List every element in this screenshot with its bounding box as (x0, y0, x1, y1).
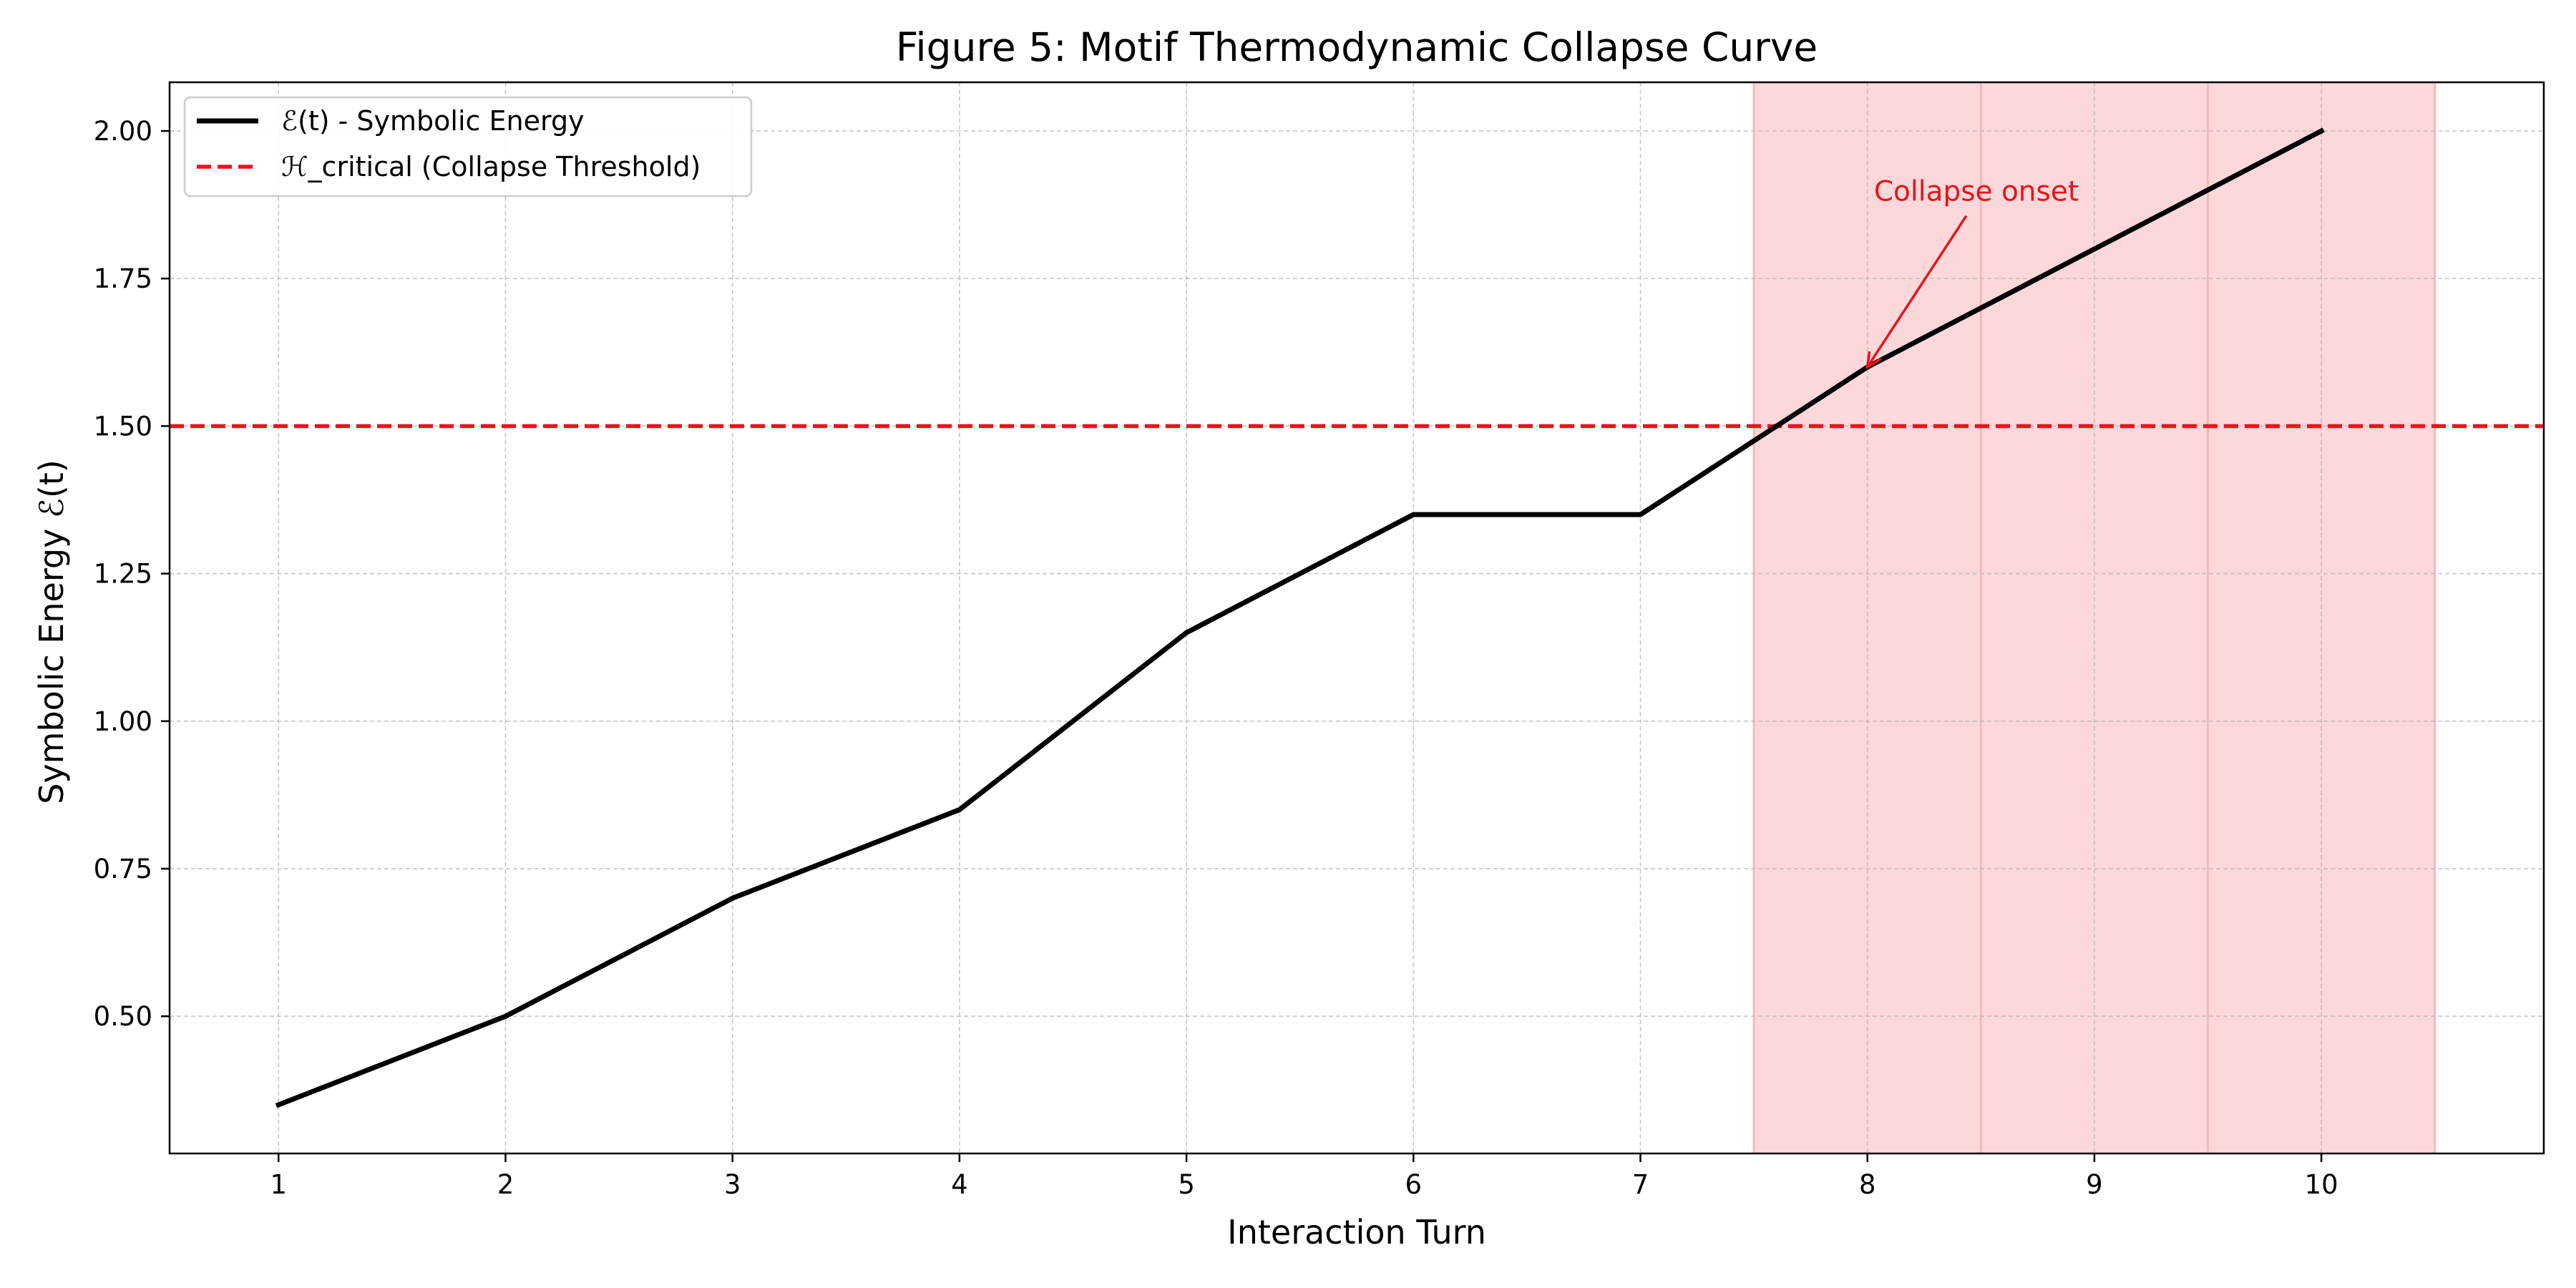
data-point-10 (2318, 128, 2324, 134)
legend-box (183, 96, 753, 197)
x-axis-title: Interaction Turn (1227, 1213, 1486, 1252)
legend-label-symbolic-energy: ℰ(t) - Symbolic Energy (281, 105, 585, 137)
chart-title: Figure 5: Motif Thermodynamic Collapse C… (896, 24, 1818, 70)
x-tick-label-9: 9 (2086, 1169, 2103, 1200)
data-point-5 (1184, 630, 1189, 635)
data-point-7 (1638, 512, 1644, 517)
y-tick-label-1.00: 1.00 (94, 706, 152, 737)
collapse-region-3 (2207, 82, 2435, 1153)
y-tick-label-1.75: 1.75 (94, 263, 152, 294)
annotation-arrow-shaft (1866, 215, 1968, 368)
plot-frame (168, 81, 2545, 1155)
series-line-symbolic-energy (275, 127, 2325, 1108)
data-point-9 (2092, 246, 2097, 252)
x-tick-label-8: 8 (1859, 1169, 1876, 1200)
x-tick-label-7: 7 (1632, 1169, 1649, 1200)
x-tick-label-5: 5 (1178, 1169, 1195, 1200)
y-tick-label-1.50: 1.50 (94, 411, 152, 441)
data-point-4 (957, 807, 962, 813)
y-tick-label-0.50: 0.50 (94, 1001, 152, 1032)
annotation-arrow-head (1865, 351, 1882, 370)
data-point-1 (275, 1102, 281, 1108)
y-tick-label-1.25: 1.25 (94, 559, 152, 590)
y-tick-label-2.00: 2.00 (94, 116, 152, 147)
data-point-3 (730, 895, 736, 901)
legend: ℰ(t) - Symbolic Energy ℋ_critical (Collap… (183, 96, 753, 197)
x-tick-label-4: 4 (951, 1169, 968, 1200)
annotation-label: Collapse onset (1874, 176, 2079, 208)
x-tick-label-10: 10 (2305, 1169, 2338, 1200)
x-tick-label-3: 3 (724, 1169, 741, 1200)
data-point-2 (502, 1013, 508, 1019)
plot-area: Collapse onset 1 2 3 4 5 6 7 8 9 10 0.50 0.75 1.00 1.2… (94, 81, 2545, 1200)
x-tick-label-2: 2 (497, 1169, 514, 1200)
legend-label-threshold: ℋ_critical (Collapse Threshold) (281, 151, 701, 182)
x-tick-label-1: 1 (270, 1169, 287, 1200)
x-tick-label-6: 6 (1405, 1169, 1423, 1200)
y-axis-title: Symbolic Energy ℰ(t) (32, 459, 71, 804)
collapse-region-1 (1754, 82, 1981, 1153)
collapse-region-2 (1981, 82, 2208, 1153)
data-point-6 (1410, 512, 1416, 517)
y-tick-label-0.75: 0.75 (94, 854, 152, 884)
